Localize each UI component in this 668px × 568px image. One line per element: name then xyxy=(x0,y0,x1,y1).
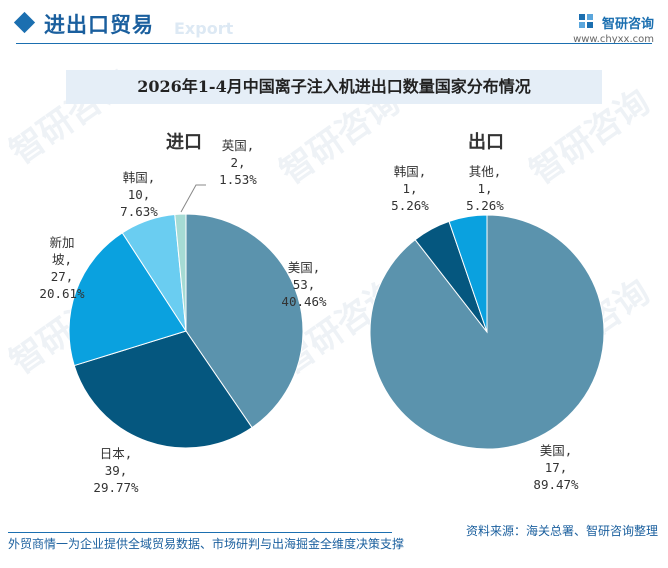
slice-label: 韩国, 10, 7.63% xyxy=(120,170,158,219)
chart-title: 2026年1-4月中国离子注入机进出口数量国家分布情况 xyxy=(137,77,531,96)
slice-label: 美国, 17, 89.47% xyxy=(533,443,579,492)
brand: 智研咨询 www.chyxx.com xyxy=(573,12,654,45)
chart-title-band: 2026年1-4月中国离子注入机进出口数量国家分布情况 xyxy=(66,70,602,104)
pie-import xyxy=(68,213,304,449)
section-title: 进出口贸易 xyxy=(44,13,154,37)
slice-label: 美国, 53, 40.46% xyxy=(281,260,327,309)
slice-label: 新加坡, 27, 20.61% xyxy=(39,235,85,301)
pie-slice xyxy=(73,330,253,449)
slice-label: 其他, 1, 5.26% xyxy=(466,164,504,213)
header: 进出口贸易 Export 智研咨询 www.chyxx.com xyxy=(0,0,668,46)
pie-slice xyxy=(174,213,187,332)
brand-name: 智研咨询 xyxy=(601,17,654,32)
footer-divider xyxy=(8,532,392,533)
brand-logo-icon xyxy=(578,13,594,33)
pie-slice xyxy=(68,232,187,367)
source-note: 资料来源：海关总署、智研咨询整理 xyxy=(465,524,658,538)
footer-tagline: 外贸商情一为企业提供全域贸易数据、市场研判与出海掘金全维度决策支撑 xyxy=(8,537,405,551)
pie-export xyxy=(369,214,605,450)
label-leader-line xyxy=(180,184,206,213)
pie-slice xyxy=(448,214,488,333)
pie-title: 出口 xyxy=(468,131,504,153)
section-subtitle: Export xyxy=(174,19,234,38)
slice-label: 英国, 2, 1.53% xyxy=(219,138,257,187)
pie-slice xyxy=(185,213,304,429)
header-divider xyxy=(16,43,652,44)
slice-label: 韩国, 1, 5.26% xyxy=(391,164,429,213)
diamond-icon xyxy=(13,11,36,34)
pie-title: 进口 xyxy=(166,132,202,153)
brand-url: www.chyxx.com xyxy=(573,33,654,45)
slice-label: 日本, 39, 29.77% xyxy=(93,446,139,495)
